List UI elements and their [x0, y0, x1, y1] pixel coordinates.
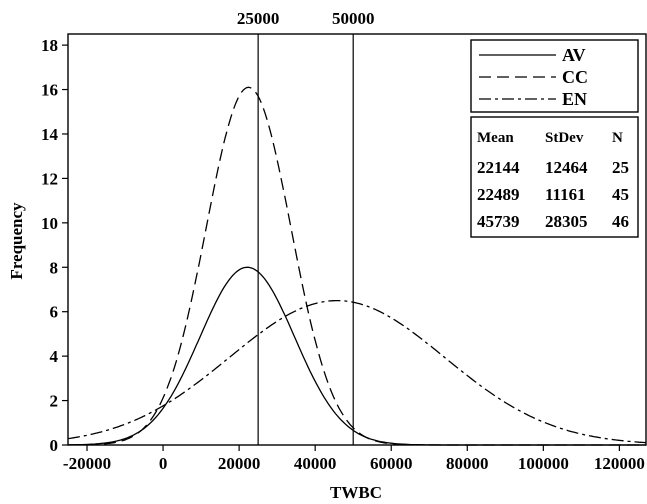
y-tick-label: 14 [41, 125, 59, 144]
x-tick-label: 120000 [594, 454, 645, 473]
legend-label-CC: CC [562, 67, 588, 87]
legend-label-EN: EN [562, 89, 587, 109]
x-tick-label: 60000 [370, 454, 413, 473]
stats-cell: 25 [612, 158, 629, 177]
x-axis-title: TWBC [330, 483, 382, 502]
x-tick-label: 100000 [518, 454, 569, 473]
reference-label-25000: 25000 [237, 9, 280, 28]
stats-cell: 11161 [545, 185, 586, 204]
legend-label-AV: AV [562, 45, 586, 65]
plot-frame [67, 33, 647, 446]
stats-header: StDev [545, 130, 584, 146]
stats-cell: 45739 [477, 212, 520, 231]
reference-label-50000: 50000 [332, 9, 375, 28]
y-tick-label: 8 [50, 258, 59, 277]
stats-box [470, 116, 639, 238]
y-tick-label: 16 [41, 81, 58, 100]
curve-CC [67, 86, 646, 446]
y-tick-label: 18 [41, 36, 58, 55]
stats-cell: 12464 [545, 158, 588, 177]
y-tick-label: 10 [41, 214, 58, 233]
stats-header: Mean [477, 130, 514, 146]
stats-cell: 28305 [545, 212, 588, 231]
stats-cell: 45 [612, 185, 629, 204]
x-axis: -20000 0 20000 40000 60000 80000 100000 120000 [63, 445, 645, 473]
x-tick-label: -20000 [63, 454, 111, 473]
legend-box [470, 39, 639, 113]
stats-cell: 46 [612, 212, 629, 231]
plot-border [67, 33, 647, 446]
y-axis: 0 2 4 6 8 10 12 14 16 18 [41, 36, 68, 455]
y-axis-title: Frequency [7, 202, 26, 280]
stats-header: N [612, 130, 623, 146]
y-tick-label: 6 [50, 303, 59, 322]
x-tick-label: 40000 [294, 454, 337, 473]
stats-cell: 22489 [477, 185, 520, 204]
curve-EN [67, 299, 647, 444]
y-tick-label: 4 [50, 347, 59, 366]
y-tick-label: 12 [41, 169, 58, 188]
curve-AV [67, 266, 646, 446]
stats-cell: 22144 [477, 158, 520, 177]
x-tick-label: 20000 [218, 454, 261, 473]
y-tick-label: 0 [50, 436, 59, 455]
stats-table: Mean StDev N 22144 12464 25 22489 11161 45 45739 2… [470, 116, 639, 238]
reference-lines: 25000 50000 [237, 9, 375, 445]
y-tick-label: 2 [50, 392, 59, 411]
curves [67, 86, 647, 446]
x-tick-label: 0 [159, 454, 168, 473]
x-tick-label: 80000 [446, 454, 489, 473]
